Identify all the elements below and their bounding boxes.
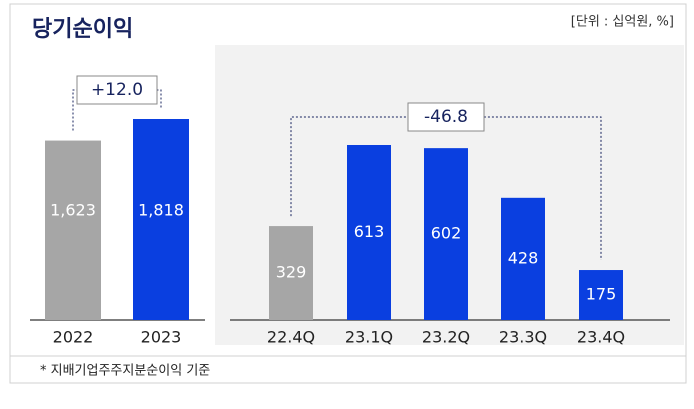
bar: [133, 119, 189, 320]
x-tick-label: 23.2Q: [422, 328, 470, 347]
x-tick-label: 2022: [53, 328, 94, 347]
bar: [579, 270, 623, 320]
bar: [269, 226, 313, 320]
x-tick-label: 23.3Q: [499, 328, 547, 347]
annotation-box: [407, 102, 485, 132]
x-tick-label: 2023: [141, 328, 182, 347]
x-tick-label: 23.1Q: [345, 328, 393, 347]
bar: [501, 197, 545, 320]
bar: [424, 148, 468, 320]
x-tick-label: 23.4Q: [577, 328, 625, 347]
value-label: 1,818: [138, 201, 184, 220]
value-label: 613: [354, 222, 385, 241]
value-label: 602: [431, 224, 462, 243]
x-tick-label: 22.4Q: [267, 328, 315, 347]
annotation: -46.8: [424, 107, 468, 127]
bar: [347, 145, 391, 320]
value-label: 1,623: [50, 201, 96, 220]
title: 당기순이익: [32, 17, 133, 42]
value-label: 428: [508, 248, 539, 267]
unit: [단위 : 십억원, %]: [571, 15, 674, 30]
bar: [45, 140, 101, 320]
bracket: [290, 116, 602, 261]
footnote: * 지배기업주주지분순이익 기준: [40, 364, 210, 379]
value-label: 175: [586, 285, 617, 304]
annotation-box: [76, 75, 158, 105]
annotation: +12.0: [91, 80, 143, 100]
value-label: 329: [276, 263, 307, 282]
